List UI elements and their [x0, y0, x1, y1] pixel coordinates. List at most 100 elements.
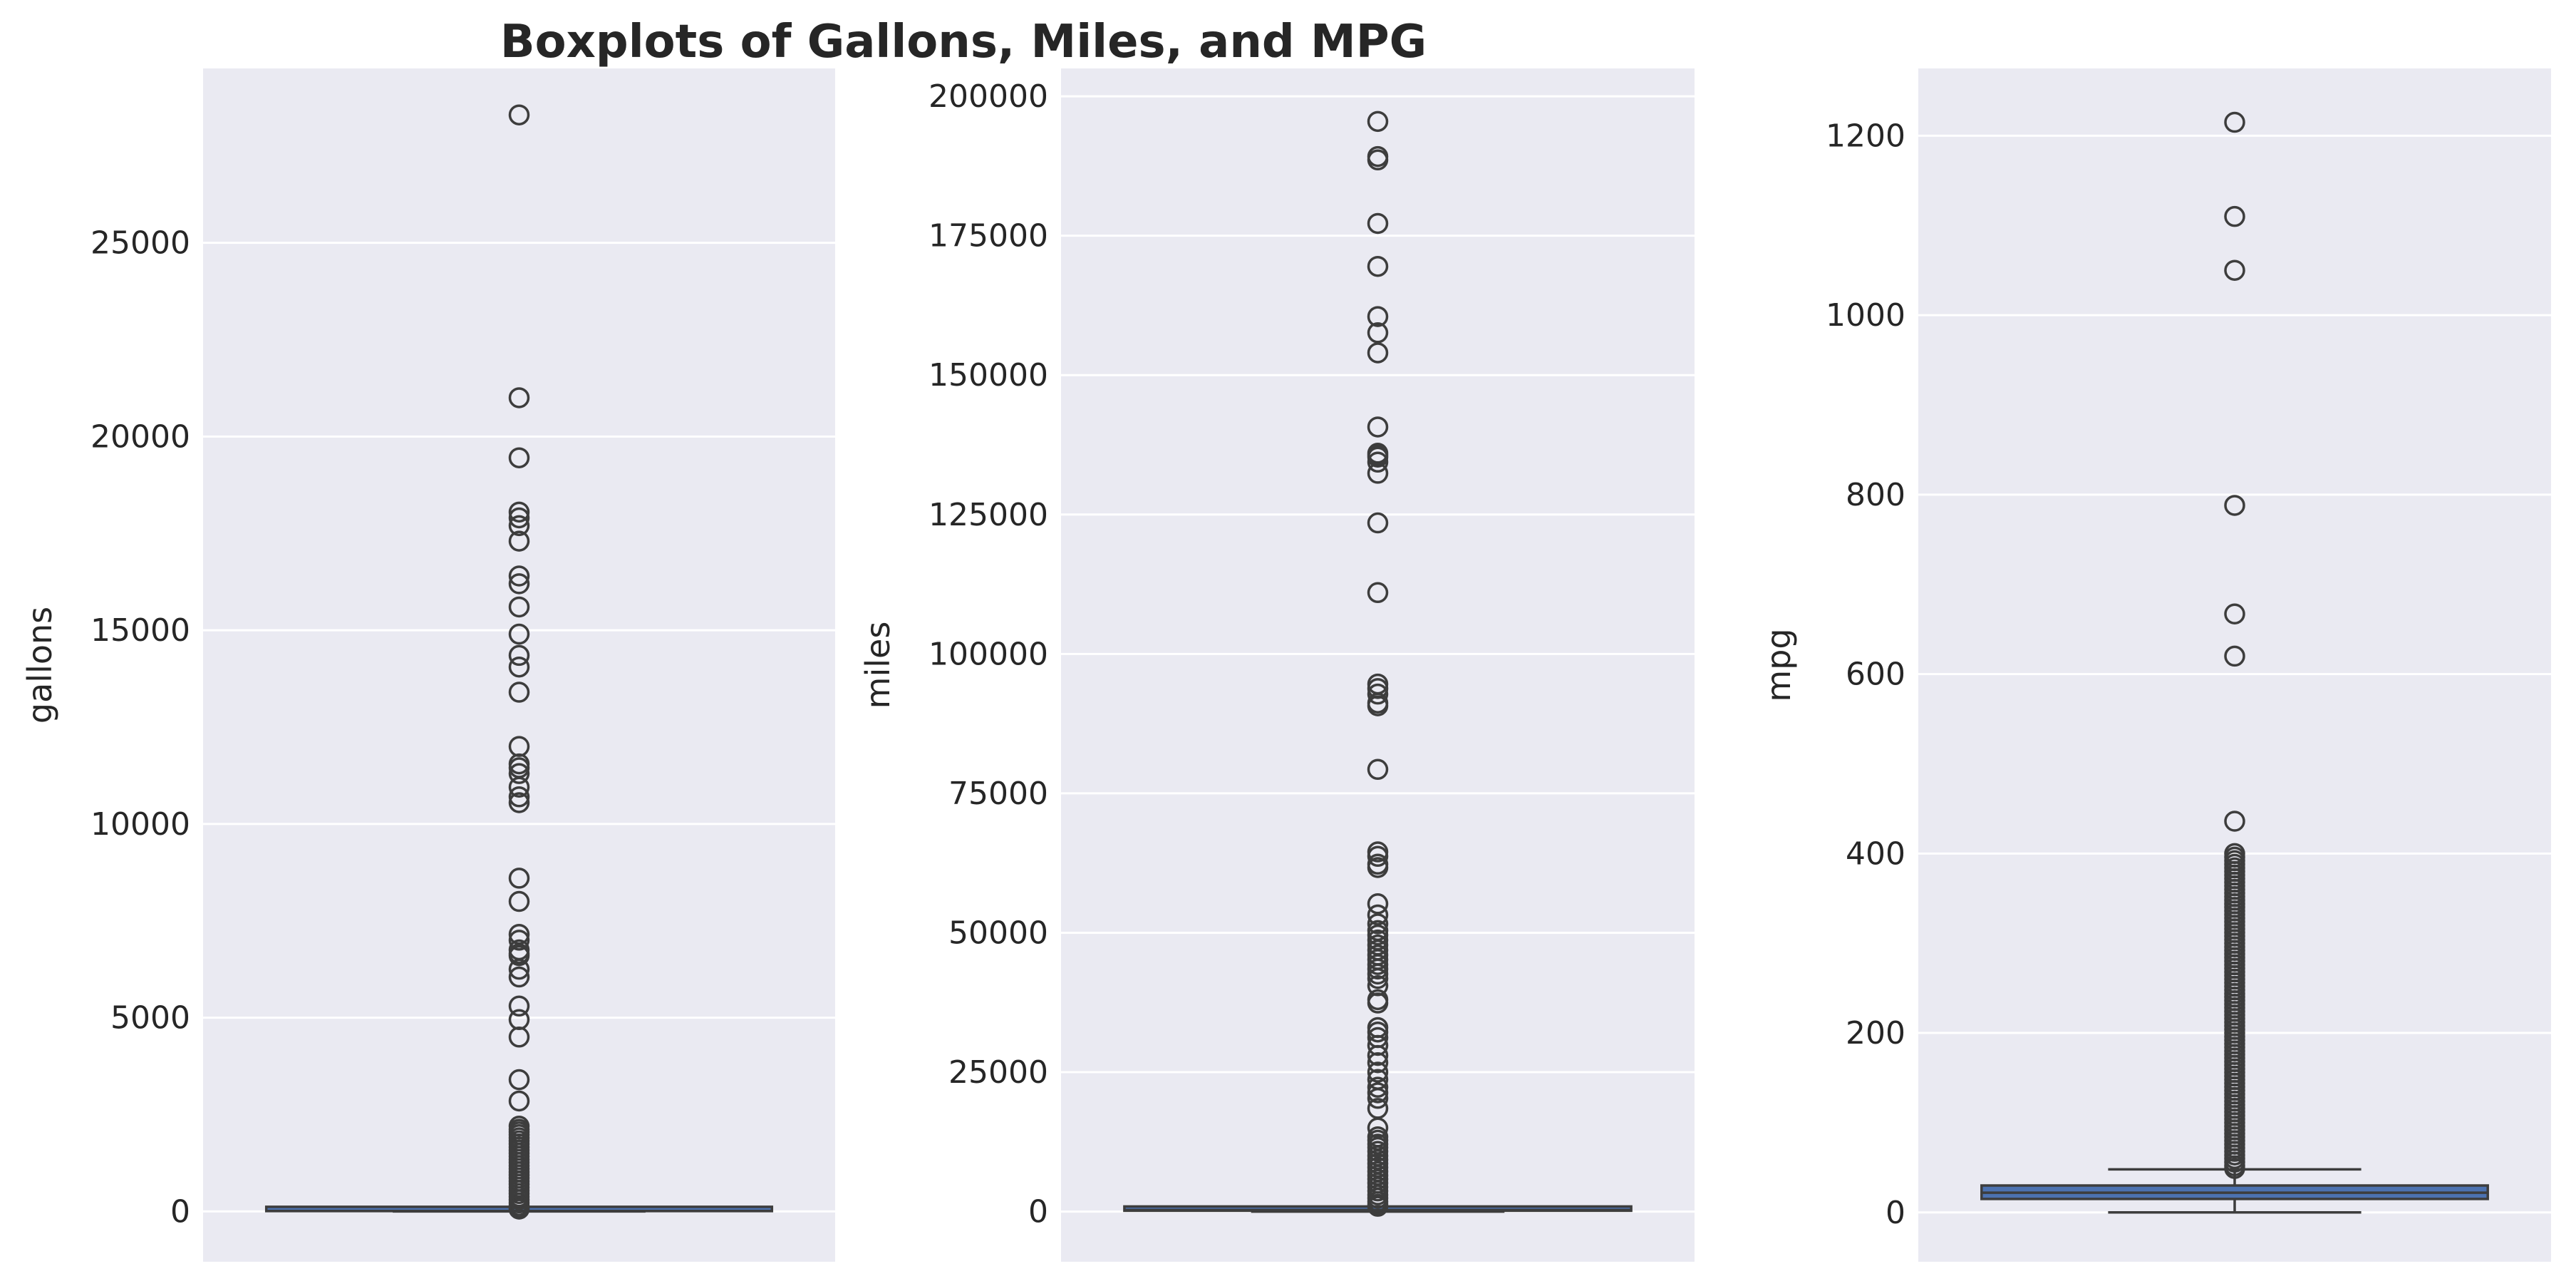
y-tick-label: 10000: [90, 806, 190, 843]
outlier-point: [2224, 603, 2245, 625]
outlier-point: [1367, 683, 1389, 705]
outlier-point: [1367, 149, 1389, 171]
outlier-point: [508, 945, 530, 967]
outlier-point: [1367, 924, 1389, 946]
outlier-point: [1367, 582, 1389, 604]
y-tick-label: 400: [1846, 835, 1905, 872]
outlier-point: [1367, 1044, 1389, 1066]
outlier-point: [508, 1090, 530, 1112]
outlier-point: [1367, 110, 1389, 133]
outlier-point: [508, 530, 530, 552]
outlier-point: [508, 507, 530, 529]
y-tick-label: 100000: [929, 636, 1048, 672]
outlier-point: [1367, 1051, 1389, 1074]
outlier-point: [508, 930, 530, 951]
outlier-point: [1367, 255, 1389, 277]
y-tick-label: 125000: [929, 497, 1048, 533]
outlier-point: [1367, 678, 1389, 699]
y-tick-label: 175000: [929, 218, 1048, 254]
outlier-point: [1367, 845, 1389, 868]
outlier-point: [508, 573, 530, 595]
outlier-point: [1367, 992, 1389, 1014]
outlier-point: [1367, 342, 1389, 364]
outlier-point: [1367, 695, 1389, 716]
outlier-point: [1367, 958, 1389, 980]
outlier-point: [1367, 857, 1389, 878]
outlier-point: [508, 966, 530, 988]
outlier-point: [508, 565, 530, 587]
y-tick-label: 200000: [929, 78, 1048, 115]
outlier-point: [508, 995, 530, 1017]
outlier-point: [508, 656, 530, 678]
outlier-point: [1367, 322, 1389, 344]
outlier-point: [508, 776, 530, 798]
y-tick-label: 0: [1028, 1194, 1048, 1230]
outlier-point: [2224, 495, 2245, 516]
outlier-point: [508, 786, 530, 808]
y-tick-label: 0: [170, 1193, 190, 1230]
outlier-point: [1367, 1034, 1389, 1056]
outlier-point: [508, 1198, 530, 1220]
y-tick-label: 200: [1846, 1015, 1905, 1051]
outlier-point: [508, 623, 530, 645]
outlier-point: [508, 1027, 530, 1048]
outlier-point: [1367, 1088, 1389, 1109]
subplot-miles: 0 25000 50000 75000 100000 125000 150000 175000…: [859, 68, 1695, 1262]
outlier-point: [508, 763, 530, 784]
outlier-point: [2224, 645, 2245, 667]
outlier-point: [1367, 1076, 1389, 1098]
y-tick-label: 20000: [90, 418, 190, 455]
outlier-point: [508, 447, 530, 468]
outlier-point: [508, 890, 530, 912]
outlier-point: [1367, 904, 1389, 926]
y-tick-label: 15000: [90, 612, 190, 649]
outlier-point: [508, 792, 530, 813]
outlier-point: [508, 596, 530, 618]
outlier-point: [1367, 893, 1389, 915]
y-tick-label: 1200: [1826, 118, 1905, 154]
outlier-point: [1367, 1021, 1389, 1043]
outlier-point: [508, 104, 530, 125]
y-axis-label: miles: [859, 622, 897, 709]
outlier-point: [508, 501, 530, 523]
y-tick-label: 0: [1886, 1195, 1905, 1231]
outlier-point: [1367, 463, 1389, 484]
outlier-point: [1367, 758, 1389, 781]
outlier-point: [1367, 913, 1389, 935]
outlier-point: [508, 387, 530, 408]
outlier-point: [508, 958, 530, 980]
y-tick-label: 5000: [110, 1000, 190, 1036]
outlier-point: [1367, 512, 1389, 534]
outlier-point: [1367, 416, 1389, 438]
outlier-point: [1367, 446, 1389, 468]
figure-title: Boxplots of Gallons, Miles, and MPG: [500, 16, 1427, 68]
outlier-point: [1367, 967, 1389, 989]
outlier-point: [1367, 1082, 1389, 1104]
outlier-point: [508, 644, 530, 667]
y-tick-label: 75000: [948, 776, 1048, 812]
outlier-point: [1367, 451, 1389, 473]
y-tick-label: 800: [1846, 477, 1905, 513]
y-tick-label: 600: [1846, 657, 1905, 693]
outlier-point: [1367, 975, 1389, 997]
outlier-point: [2224, 259, 2245, 281]
y-axis-label: gallons: [21, 607, 59, 724]
outlier-point: [508, 515, 530, 537]
outlier-point: [1367, 212, 1389, 235]
y-tick-label: 1000: [1826, 297, 1905, 334]
outlier-point: [2224, 205, 2245, 227]
outlier-point: [1367, 1061, 1389, 1083]
outlier-point: [508, 868, 530, 889]
y-tick-label: 25000: [90, 225, 190, 262]
outlier-point: [2224, 1158, 2245, 1179]
subplot-mpg: 0 200 400 600 800 1000 1200 mpg: [1759, 68, 2551, 1262]
y-tick-label: 150000: [929, 357, 1048, 393]
outlier-point: [1367, 1195, 1389, 1217]
outlier-point: [2224, 811, 2245, 832]
outlier-point: [508, 1069, 530, 1091]
outlier-point: [508, 681, 530, 703]
y-tick-label: 50000: [948, 915, 1048, 951]
outlier-point: [2224, 111, 2245, 133]
y-axis-label: mpg: [1759, 628, 1798, 701]
